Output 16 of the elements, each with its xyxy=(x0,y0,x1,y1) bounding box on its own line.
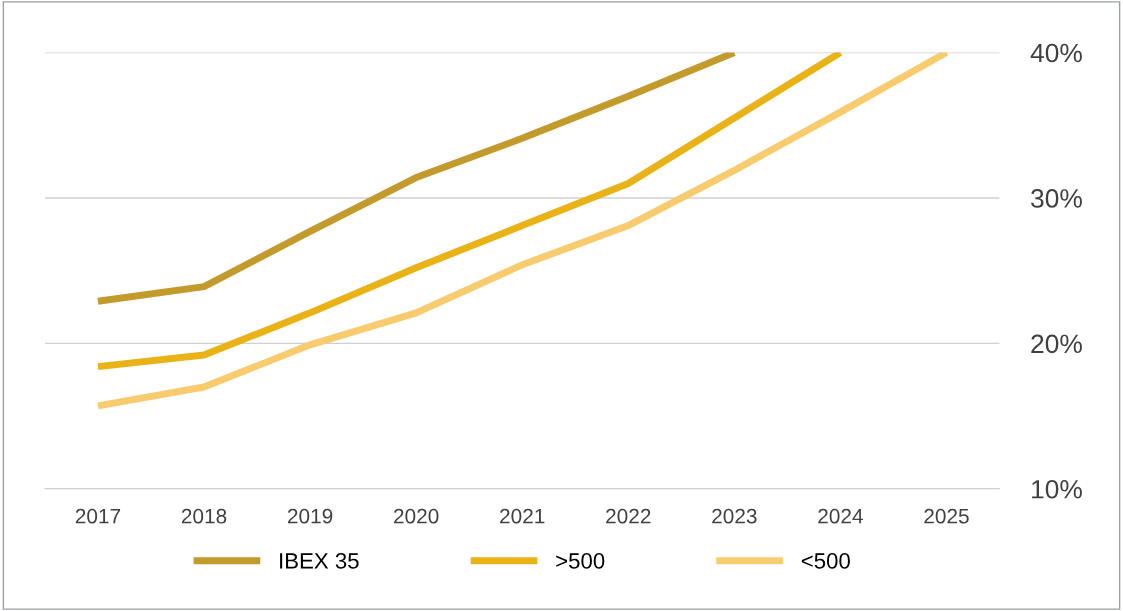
x-tick-label: 2017 xyxy=(75,508,121,524)
y-tick-label: 30% xyxy=(1031,189,1082,208)
x-tick-label: 2019 xyxy=(287,508,333,524)
legend-label: IBEX 35 xyxy=(280,553,359,569)
x-tick-label: 2020 xyxy=(394,508,439,524)
x-tick-label: 2023 xyxy=(712,508,757,524)
legend-label: >500 xyxy=(556,553,605,569)
x-tick-label: 2021 xyxy=(500,508,545,524)
y-tick-label: 10% xyxy=(1032,479,1082,499)
x-tick-label: 2024 xyxy=(818,508,863,524)
legend-label: <500 xyxy=(801,553,850,569)
y-tick-label: 40% xyxy=(1030,43,1082,63)
y-tick-label: 20% xyxy=(1031,334,1082,354)
x-tick-label: 2018 xyxy=(181,508,227,524)
x-tick-label: 2022 xyxy=(606,508,651,524)
x-tick-label: 2025 xyxy=(924,508,969,524)
